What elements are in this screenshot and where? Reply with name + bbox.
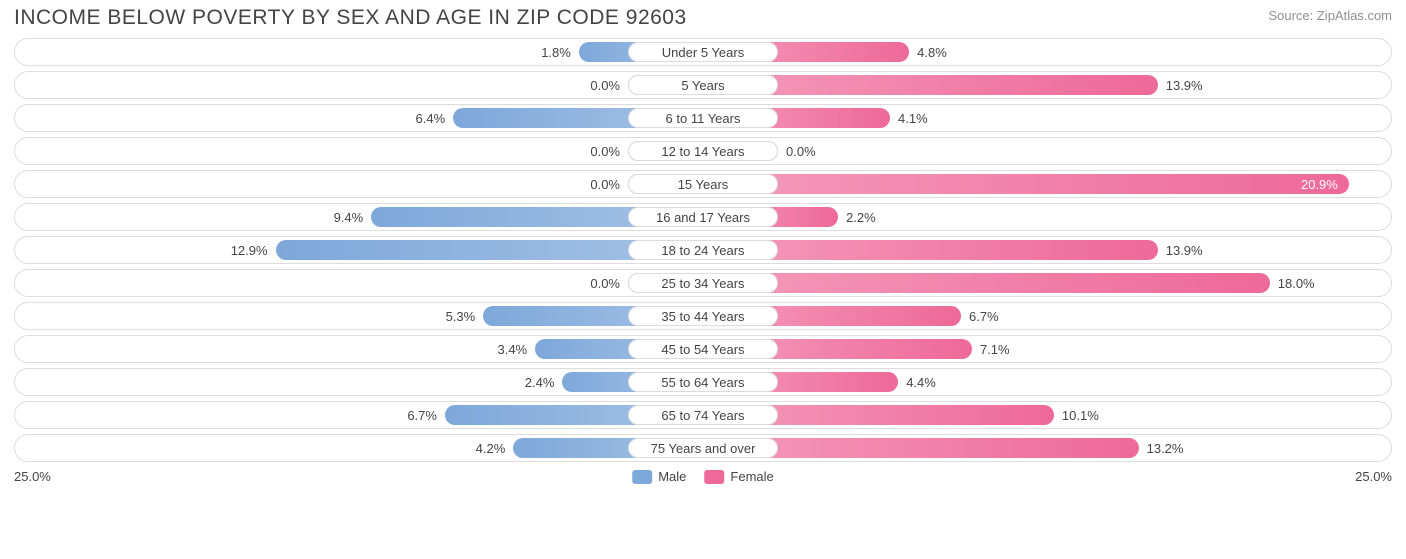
female-swatch	[704, 470, 724, 484]
chart-legend: Male Female	[632, 469, 774, 484]
female-bar	[703, 273, 1270, 293]
chart-row: Under 5 Years 1.8% 4.8%	[14, 38, 1392, 66]
female-value: 13.9%	[1166, 72, 1203, 98]
age-label: 55 to 64 Years	[628, 372, 778, 392]
female-value: 10.1%	[1062, 402, 1099, 428]
male-value: 9.4%	[334, 204, 364, 230]
female-value: 2.2%	[846, 204, 876, 230]
female-value: 20.9%	[1301, 171, 1338, 197]
chart-row: 6 to 11 Years 6.4% 4.1%	[14, 104, 1392, 132]
female-bar	[703, 174, 1349, 194]
chart-row: 5 Years 0.0% 13.9%	[14, 71, 1392, 99]
male-value: 12.9%	[231, 237, 268, 263]
female-value: 4.4%	[906, 369, 936, 395]
female-value: 13.2%	[1147, 435, 1184, 461]
male-value: 0.0%	[590, 138, 620, 164]
male-value: 1.8%	[541, 39, 571, 65]
axis-left-label: 25.0%	[14, 469, 51, 484]
female-value: 18.0%	[1278, 270, 1315, 296]
male-value: 5.3%	[446, 303, 476, 329]
chart-row: 75 Years and over 4.2% 13.2%	[14, 434, 1392, 462]
age-label: Under 5 Years	[628, 42, 778, 62]
age-label: 75 Years and over	[628, 438, 778, 458]
female-value: 6.7%	[969, 303, 999, 329]
legend-item-female: Female	[704, 469, 773, 484]
chart-row: 18 to 24 Years 12.9% 13.9%	[14, 236, 1392, 264]
age-label: 12 to 14 Years	[628, 141, 778, 161]
chart-row: 25 to 34 Years 0.0% 18.0%	[14, 269, 1392, 297]
age-label: 5 Years	[628, 75, 778, 95]
male-value: 3.4%	[497, 336, 527, 362]
male-value: 2.4%	[525, 369, 555, 395]
chart-source: Source: ZipAtlas.com	[1268, 6, 1392, 23]
axis-right-label: 25.0%	[1355, 469, 1392, 484]
chart-row: 45 to 54 Years 3.4% 7.1%	[14, 335, 1392, 363]
male-value: 0.0%	[590, 171, 620, 197]
chart-row: 65 to 74 Years 6.7% 10.1%	[14, 401, 1392, 429]
chart-row: 16 and 17 Years 9.4% 2.2%	[14, 203, 1392, 231]
legend-male-label: Male	[658, 469, 686, 484]
chart-axis: 25.0% Male Female 25.0%	[0, 467, 1406, 484]
age-label: 6 to 11 Years	[628, 108, 778, 128]
female-value: 4.1%	[898, 105, 928, 131]
chart-row: 12 to 14 Years 0.0% 0.0%	[14, 137, 1392, 165]
legend-item-male: Male	[632, 469, 686, 484]
age-label: 16 and 17 Years	[628, 207, 778, 227]
chart-row: 35 to 44 Years 5.3% 6.7%	[14, 302, 1392, 330]
age-label: 35 to 44 Years	[628, 306, 778, 326]
male-swatch	[632, 470, 652, 484]
chart-body: Under 5 Years 1.8% 4.8% 5 Years 0.0% 13.9% 6 t…	[0, 38, 1406, 462]
age-label: 25 to 34 Years	[628, 273, 778, 293]
chart-header: INCOME BELOW POVERTY BY SEX AND AGE IN Z…	[0, 0, 1406, 38]
age-label: 65 to 74 Years	[628, 405, 778, 425]
age-label: 15 Years	[628, 174, 778, 194]
male-value: 4.2%	[476, 435, 506, 461]
male-value: 0.0%	[590, 72, 620, 98]
female-value: 4.8%	[917, 39, 947, 65]
chart-title: INCOME BELOW POVERTY BY SEX AND AGE IN Z…	[14, 6, 687, 30]
legend-female-label: Female	[730, 469, 773, 484]
male-value: 0.0%	[590, 270, 620, 296]
age-label: 18 to 24 Years	[628, 240, 778, 260]
male-value: 6.7%	[407, 402, 437, 428]
chart-row: 55 to 64 Years 2.4% 4.4%	[14, 368, 1392, 396]
male-value: 6.4%	[416, 105, 446, 131]
chart-row: 15 Years 0.0% 20.9%	[14, 170, 1392, 198]
age-label: 45 to 54 Years	[628, 339, 778, 359]
female-value: 7.1%	[980, 336, 1010, 362]
female-value: 13.9%	[1166, 237, 1203, 263]
female-value: 0.0%	[786, 138, 816, 164]
